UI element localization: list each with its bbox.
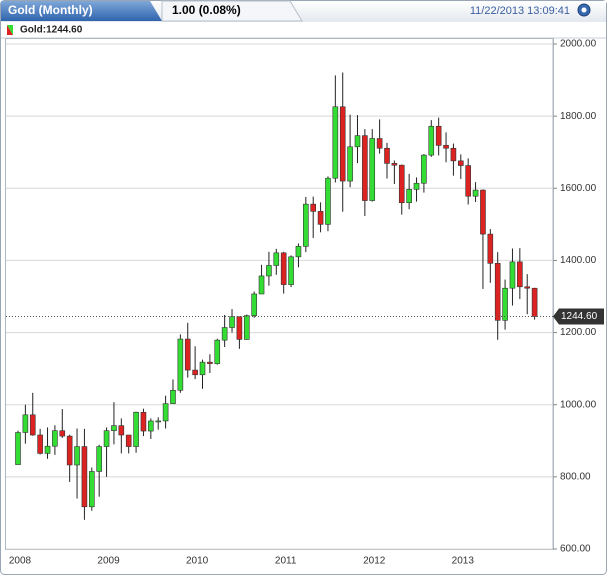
candle-body <box>480 189 486 235</box>
candle-body <box>362 135 368 201</box>
candle-body <box>243 315 250 340</box>
candle-body <box>428 125 435 156</box>
candle-body <box>494 263 501 321</box>
candle-body <box>517 261 523 288</box>
title-tab <box>1 1 162 21</box>
candle-body <box>413 182 420 190</box>
timestamp: 11/22/2013 13:09:41 <box>470 5 570 17</box>
candle-body <box>465 165 471 197</box>
candle-body <box>391 163 398 166</box>
y-tick-label: 1600.00 <box>560 183 597 194</box>
candle-body <box>288 256 294 285</box>
candle-body <box>52 430 58 447</box>
y-tick-label: 2000.00 <box>560 39 597 50</box>
candle-body <box>15 432 21 465</box>
candle-body <box>81 446 88 508</box>
candle-body <box>74 446 80 466</box>
candle-body <box>148 420 154 432</box>
chart-title: Gold (Monthly) <box>8 3 93 17</box>
candle-body <box>89 471 95 508</box>
candle-body <box>303 203 309 247</box>
y-tick-label: 800.00 <box>560 471 591 482</box>
legend: Gold:1244.60 <box>20 25 83 36</box>
candle-body <box>531 287 538 317</box>
candle-body <box>59 430 66 437</box>
candle-body <box>184 338 191 371</box>
candle-body <box>207 361 213 364</box>
change: 1.00 (0.08%) <box>172 3 241 17</box>
candle-body <box>443 145 449 149</box>
y-tick-label: 1000.00 <box>560 399 597 410</box>
candle-body <box>140 411 147 432</box>
x-tick-label: 2012 <box>363 556 386 567</box>
candle-body <box>384 147 390 164</box>
y-tick-label: 600.00 <box>560 544 591 555</box>
candle-body <box>22 414 29 433</box>
candle-body <box>96 446 102 472</box>
candle-body <box>111 425 117 431</box>
candle-body <box>398 164 405 204</box>
x-tick-label: 2013 <box>452 556 475 567</box>
candle-body <box>332 106 339 179</box>
y-tick-label: 1200.00 <box>560 327 597 338</box>
candle-body <box>310 203 317 212</box>
settings-icon <box>581 7 587 13</box>
candle-body <box>502 287 508 321</box>
candle-body <box>295 246 302 258</box>
candle-body <box>487 233 494 264</box>
candle-body <box>376 138 383 149</box>
candle-body <box>450 147 457 162</box>
candle-body <box>162 403 169 422</box>
candle-body <box>354 135 361 148</box>
candle-body <box>199 361 206 376</box>
candle-body <box>177 338 184 391</box>
candle-body <box>325 177 331 225</box>
candle-body <box>251 293 257 316</box>
candle-body <box>369 138 376 201</box>
candle-body <box>155 420 162 423</box>
candle-body <box>29 414 36 436</box>
candle-body <box>37 434 43 454</box>
candle-body <box>457 160 464 166</box>
candle-body <box>406 189 412 204</box>
candle-body <box>524 286 531 289</box>
change-tab <box>161 0 303 22</box>
candle-body <box>133 411 139 447</box>
candle-body <box>317 211 324 225</box>
y-tick-label: 1400.00 <box>560 255 597 266</box>
candle-body <box>118 425 125 436</box>
candle-body <box>170 389 176 404</box>
candle-body <box>347 146 353 182</box>
candle-body <box>509 261 516 289</box>
x-tick-label: 2009 <box>97 556 120 567</box>
candle-body <box>221 327 228 341</box>
legend-icon-up <box>7 25 13 35</box>
candle-body <box>192 369 198 376</box>
candle-body <box>103 430 110 447</box>
x-tick-label: 2010 <box>186 556 209 567</box>
candle-body <box>421 154 427 184</box>
candle-body <box>44 445 51 454</box>
candle-body <box>236 316 243 340</box>
candle-body <box>339 106 346 182</box>
candle-body <box>472 189 479 197</box>
candle-body <box>214 339 221 364</box>
candle-body <box>66 435 73 466</box>
candle-body <box>273 252 280 266</box>
y-tick-label: 1800.00 <box>560 111 597 122</box>
x-tick-label: 2011 <box>275 556 297 567</box>
candle-body <box>229 316 235 328</box>
candle-body <box>266 265 272 277</box>
candle-body <box>280 252 287 285</box>
last-price-box <box>553 308 604 325</box>
candle-body <box>435 125 442 146</box>
candle-body <box>258 275 265 295</box>
last-price-label: 1244.60 <box>561 311 598 322</box>
candle-body <box>125 434 132 447</box>
x-tick-label: 2008 <box>9 556 32 567</box>
